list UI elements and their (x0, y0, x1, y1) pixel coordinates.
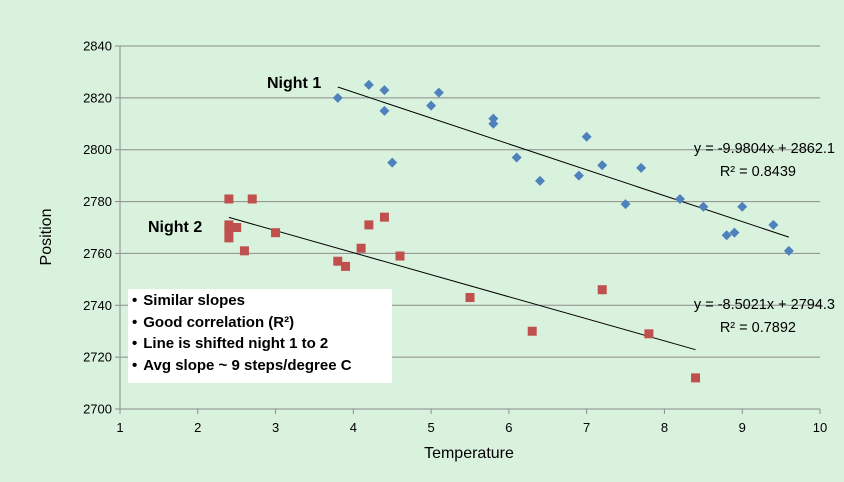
y-tick-label: 2720 (83, 350, 112, 365)
data-point-night1 (620, 199, 631, 210)
data-point-night1 (721, 230, 732, 241)
data-point-night1 (379, 105, 390, 116)
data-point-night2 (333, 256, 343, 266)
data-point-night1 (597, 160, 608, 171)
data-point-night2 (271, 228, 281, 238)
data-point-night1 (363, 79, 374, 90)
data-point-night1 (573, 170, 584, 181)
data-point-night2 (247, 194, 257, 204)
night1-equation: y = -9.9804x + 2862.1 (694, 141, 835, 157)
y-tick-label: 2780 (83, 194, 112, 209)
x-tick-label: 5 (427, 420, 434, 435)
night1-r2: R² = 0.8439 (720, 164, 796, 180)
data-point-night2 (224, 225, 234, 235)
x-tick-label: 1 (116, 420, 123, 435)
data-point-night1 (636, 162, 647, 173)
bullet-dot-icon: • (132, 313, 138, 331)
note-item: • Similar slopes (132, 290, 388, 312)
night2-r2: R² = 0.7892 (720, 320, 796, 336)
data-point-night1 (737, 201, 748, 212)
y-tick-label: 2740 (83, 298, 112, 313)
data-point-night2 (364, 220, 374, 230)
data-point-night1 (426, 100, 437, 111)
x-tick-label: 6 (505, 420, 512, 435)
data-point-night2 (224, 233, 234, 243)
x-tick-label: 8 (661, 420, 668, 435)
y-tick-label: 2820 (83, 90, 112, 105)
data-point-night1 (581, 131, 592, 142)
x-tick-label: 7 (583, 420, 590, 435)
data-point-night2 (232, 223, 242, 232)
night1-label: Night 1 (267, 75, 321, 92)
data-point-night1 (511, 152, 522, 163)
data-point-night1 (379, 85, 390, 96)
data-point-night1 (535, 175, 545, 186)
y-tick-label: 2700 (83, 402, 112, 417)
x-tick-label: 3 (272, 420, 279, 435)
data-point-night2 (527, 326, 537, 336)
labels: Temperature Position Night 1 Night 2 y =… (38, 75, 835, 462)
note-item: • Good correlation (R²) (132, 312, 388, 334)
note-item: • Avg slope ~ 9 steps/degree C (132, 355, 388, 377)
x-tick-label: 4 (350, 420, 357, 435)
data-point-night1 (729, 227, 740, 238)
x-tick-label: 9 (739, 420, 746, 435)
data-points (224, 79, 794, 383)
data-point-night1 (698, 201, 709, 212)
data-point-night1 (488, 113, 499, 124)
data-point-night2 (356, 243, 366, 253)
trendline-2 (228, 216, 696, 351)
y-tick-label: 2800 (83, 142, 112, 157)
data-point-night2 (224, 220, 234, 230)
notes-box: • Similar slopes • Good correlation (R²) •… (128, 289, 392, 383)
y-tick-label: 2760 (83, 246, 112, 261)
note-text: Avg slope ~ 9 steps/degree C (143, 356, 352, 374)
data-point-night1 (332, 92, 343, 103)
data-point-night1 (768, 219, 779, 230)
y-tick-label: 2840 (83, 39, 112, 54)
data-point-night2 (224, 194, 234, 204)
data-point-night1 (433, 87, 444, 98)
data-point-night1 (675, 193, 685, 204)
x-tick-label: 2 (194, 420, 201, 435)
data-point-night2 (644, 329, 654, 339)
bullet-dot-icon: • (132, 356, 138, 374)
trendline-1 (337, 86, 790, 238)
data-point-night2 (691, 373, 701, 383)
x-axis-title: Temperature (424, 445, 514, 462)
bullet-dot-icon: • (132, 292, 138, 309)
data-point-night2 (395, 251, 405, 261)
data-point-night1 (387, 157, 398, 168)
bullet-dot-icon: • (132, 335, 138, 352)
data-point-night1 (488, 118, 499, 129)
trendlines (228, 86, 790, 351)
note-text: Good correlation (R²) (143, 313, 295, 331)
data-point-night2 (239, 246, 249, 256)
note-text: Similar slopes (143, 292, 245, 309)
x-tick-label: 10 (813, 420, 827, 435)
night2-equation: y = -8.5021x + 2794.3 (694, 297, 835, 313)
data-point-night1 (783, 245, 794, 256)
data-point-night2 (341, 261, 351, 271)
note-text: Line is shifted night 1 to 2 (143, 335, 329, 352)
data-point-night2 (465, 293, 475, 303)
data-point-night2 (597, 285, 607, 295)
data-point-night2 (379, 212, 389, 222)
axes: 2700 2720 2740 2760 2780 2800 2820 2840 1 2 3 4 5 6 7 8… (83, 39, 827, 436)
note-item: • Line is shifted night 1 to 2 (132, 333, 388, 355)
y-axis-title: Position (38, 209, 55, 266)
night2-label: Night 2 (148, 219, 202, 236)
